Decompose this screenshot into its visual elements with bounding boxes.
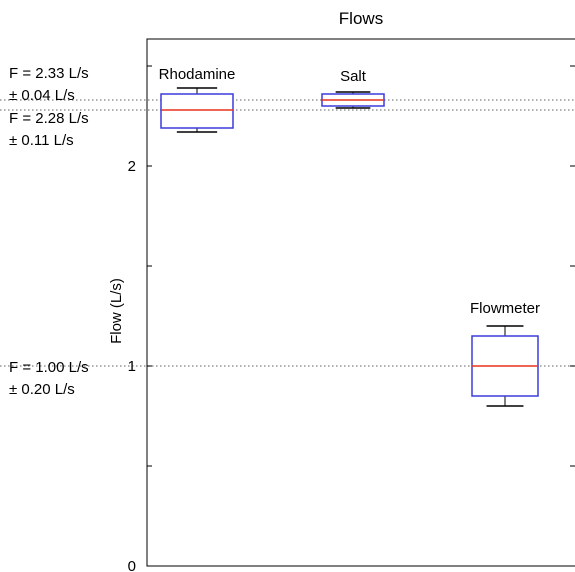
y-tick-label: 2 [128,158,136,175]
reference-label: F = 1.00 L/s [9,359,89,376]
y-tick-label: 0 [128,558,136,572]
category-label: Salt [340,68,367,85]
category-label: Rhodamine [159,66,236,83]
box-iqr [160,93,234,129]
plot-frame [146,38,575,567]
reference-label: F = 2.28 L/s [9,110,89,127]
reference-label: F = 2.33 L/s [9,65,89,82]
y-axis-label: Flow (L/s) [108,278,125,344]
reference-label: ± 0.20 L/s [9,381,75,398]
chart-title: Flows [339,9,383,28]
y-tick-label: 1 [128,358,136,375]
reference-label: ± 0.04 L/s [9,87,75,104]
reference-label: ± 0.11 L/s [9,132,74,149]
category-label: Flowmeter [470,300,540,317]
